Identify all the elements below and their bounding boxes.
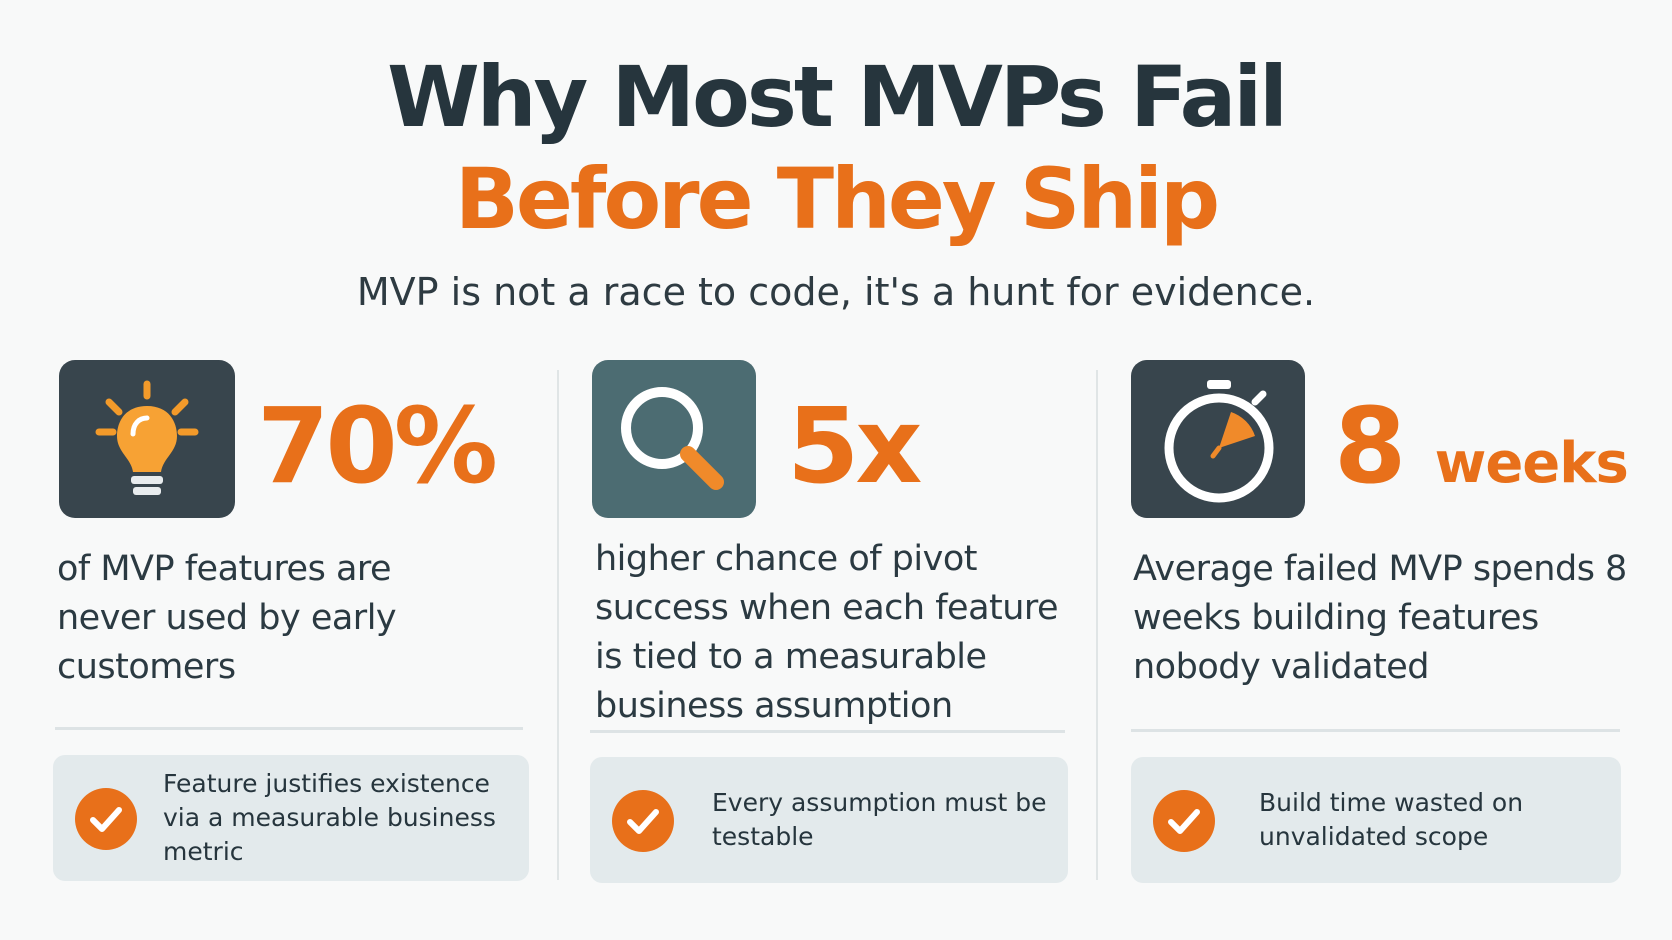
description: Average failed MVP spends 8 weeks buildi… (1133, 549, 1627, 687)
bulb-graphic (95, 380, 199, 495)
note-box: Feature justifies existence via a measur… (53, 755, 529, 881)
title-line2: Before They Ship (454, 150, 1220, 248)
note-text: Build time wasted on unvalidated scope (1259, 788, 1524, 851)
divider (590, 730, 1065, 733)
description: higher chance of pivot success when each… (595, 539, 1059, 726)
separator (1096, 370, 1098, 880)
note-box: Build time wasted on unvalidated scope (1131, 757, 1621, 883)
stat: 5x (787, 385, 922, 507)
title-line1: Why Most MVPs Fail (387, 48, 1288, 146)
stat: 8 weeks (1334, 385, 1629, 507)
search-graphic (621, 387, 724, 490)
timer-graphic (1164, 380, 1274, 503)
search-icon (592, 360, 756, 518)
check-icon (1153, 790, 1215, 852)
bulb-icon (59, 360, 235, 518)
check-icon (612, 790, 674, 852)
separator (557, 370, 559, 880)
divider (1131, 729, 1620, 732)
stat-number: 8 (1334, 385, 1406, 507)
stat: 70% (257, 385, 498, 507)
note-text: Feature justifies existence via a measur… (163, 769, 496, 866)
check-icon (75, 788, 137, 850)
subtitle: MVP is not a race to code, it's a hunt f… (356, 270, 1316, 314)
timer-icon (1131, 360, 1305, 518)
stat-unit: weeks (1434, 431, 1629, 496)
description: of MVP features are never used by early … (57, 549, 397, 687)
note-text: Every assumption must be testable (712, 788, 1047, 851)
note-box: Every assumption must be testable (590, 757, 1068, 883)
divider (55, 727, 523, 730)
